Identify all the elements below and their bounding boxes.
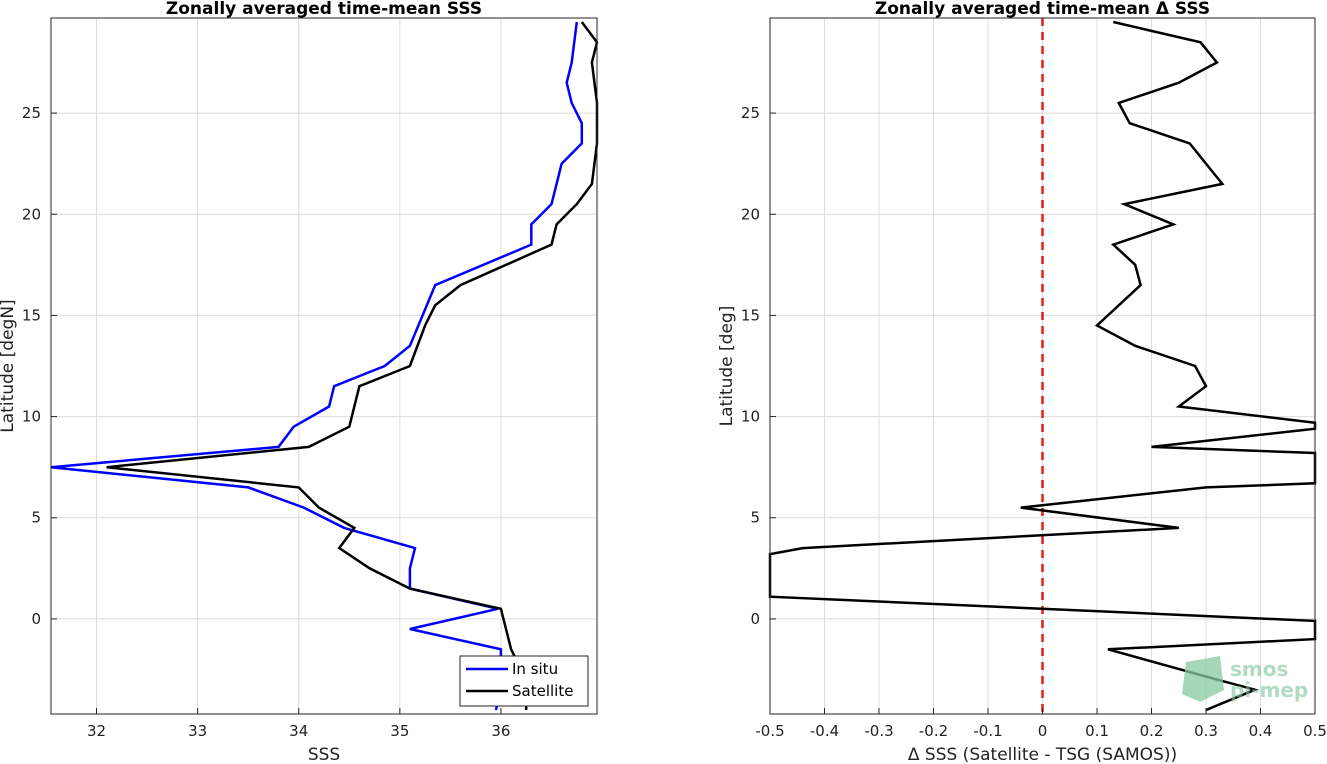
y-tick-label: 15 bbox=[22, 306, 41, 324]
grid-left bbox=[51, 18, 597, 714]
x-tick-label: 32 bbox=[87, 722, 106, 740]
y-tick-label: 25 bbox=[22, 104, 41, 122]
ticks-left: 32 33 34 35 36 0 5 10 15 20 25 bbox=[22, 104, 511, 740]
x-tick-label: 0.4 bbox=[1249, 722, 1273, 740]
legend-box bbox=[459, 655, 589, 707]
x-tick-label: 35 bbox=[390, 722, 409, 740]
ticks-right: -0.5 -0.4 -0.3 -0.2 -0.1 0 0.1 0.2 0.3 0.4 0.5 0 5 10… bbox=[741, 104, 1327, 740]
y-tick-label: 20 bbox=[22, 205, 41, 223]
x-tick-label: -0.3 bbox=[864, 722, 893, 740]
y-tick-label: 0 bbox=[31, 610, 41, 628]
y-tick-label: 20 bbox=[741, 205, 760, 223]
x-tick-label: 34 bbox=[289, 722, 308, 740]
panel-left: 32 33 34 35 36 0 5 10 15 20 25 Zonally averaged ti… bbox=[0, 0, 599, 764]
chart-title-left: Zonally averaged time-mean SSS bbox=[166, 0, 482, 19]
y-tick-label: 5 bbox=[750, 509, 760, 527]
x-tick-label: -0.2 bbox=[919, 722, 948, 740]
logo-text-smos: smos bbox=[1230, 657, 1288, 681]
x-tick-label: 0 bbox=[1038, 722, 1048, 740]
x-tick-label: -0.5 bbox=[755, 722, 784, 740]
series-right bbox=[768, 20, 1317, 712]
panel-right: smos pi-mep -0.5 -0.4 -0.3 -0.2 -0.1 0 0.1 0.2 0… bbox=[717, 0, 1327, 764]
x-tick-label: -0.4 bbox=[810, 722, 839, 740]
x-tick-label: 36 bbox=[491, 722, 510, 740]
chart-title-right: Zonally averaged time-mean Δ SSS bbox=[875, 0, 1210, 19]
smos-logo-icon bbox=[1182, 656, 1224, 702]
y-axis-label-right: Latitude [deg] bbox=[717, 306, 737, 427]
y-tick-label: 10 bbox=[741, 408, 760, 426]
x-axis-label-left: SSS bbox=[308, 745, 340, 764]
y-tick-label: 25 bbox=[741, 104, 760, 122]
x-tick-label: 0.1 bbox=[1085, 722, 1109, 740]
x-axis-label-right: Δ SSS (Satellite - TSG (SAMOS)) bbox=[908, 745, 1177, 764]
series-line-series-0 bbox=[768, 20, 1317, 712]
series-left bbox=[50, 21, 599, 711]
y-axis-label-left: Latitude [degN] bbox=[0, 299, 18, 432]
y-tick-label: 15 bbox=[741, 306, 760, 324]
legend-label-satellite: Satellite bbox=[512, 682, 573, 700]
x-tick-label: 0.3 bbox=[1194, 722, 1218, 740]
legend-label-in-situ: In situ bbox=[512, 660, 558, 678]
y-tick-label: 5 bbox=[31, 509, 41, 527]
legend: In situ Satellite bbox=[459, 655, 589, 707]
x-tick-label: 0.5 bbox=[1303, 722, 1327, 740]
x-tick-label: 33 bbox=[188, 722, 207, 740]
smos-pi-mep-logo: smos pi-mep bbox=[1182, 656, 1308, 702]
y-tick-label: 0 bbox=[750, 610, 760, 628]
plot-area-left bbox=[51, 18, 597, 714]
logo-text-pi-mep: pi-mep bbox=[1230, 678, 1308, 702]
x-tick-label: -0.1 bbox=[973, 722, 1002, 740]
x-tick-label: 0.2 bbox=[1140, 722, 1164, 740]
axes-frame-left bbox=[50, 17, 598, 715]
series-line-satellite bbox=[106, 21, 599, 710]
y-tick-label: 10 bbox=[22, 408, 41, 426]
